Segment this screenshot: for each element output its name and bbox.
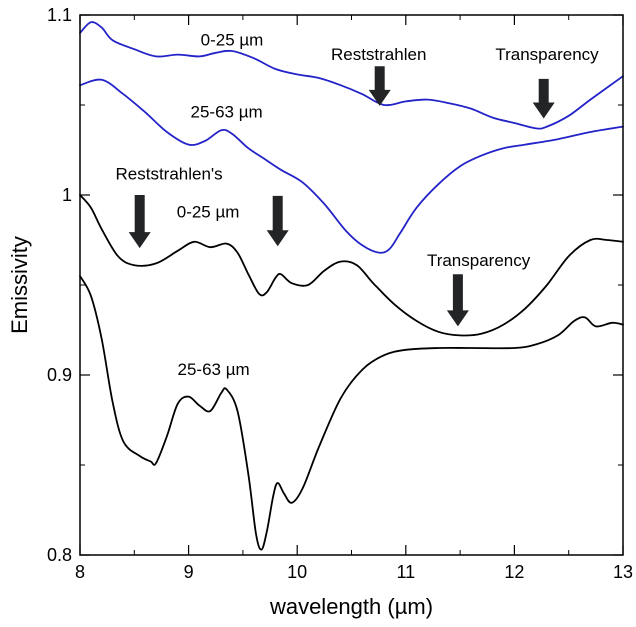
annotation-3: Transparency bbox=[495, 45, 599, 64]
x-tick-label: 12 bbox=[504, 562, 524, 582]
y-tick-label: 0.8 bbox=[47, 545, 72, 565]
annotation-2: Reststrahlen bbox=[331, 45, 426, 64]
down-arrow-4 bbox=[266, 195, 289, 247]
annotation-4: 25-63 µm bbox=[191, 103, 263, 122]
y-tick-label: 1.1 bbox=[47, 5, 72, 25]
tick-layer: 8 9 10 11 12 13 0.8 0.9 1 1.1 bbox=[47, 5, 633, 582]
series-layer bbox=[79, 21, 624, 551]
x-tick-label: 11 bbox=[396, 562, 415, 582]
annotation-5: Reststrahlen's bbox=[116, 165, 223, 184]
series-line-3 bbox=[79, 194, 624, 337]
y-axis-label: Emissivity bbox=[7, 236, 32, 334]
annotation-1: 0-25 µm bbox=[201, 31, 264, 50]
y-tick-label: 0.9 bbox=[47, 365, 72, 385]
x-tick-label: 10 bbox=[287, 562, 307, 582]
x-tick-label: 9 bbox=[184, 562, 194, 582]
y-tick-label: 1 bbox=[62, 185, 72, 205]
series-line-1 bbox=[79, 21, 624, 130]
x-tick-label: 8 bbox=[75, 562, 85, 582]
down-arrow-1 bbox=[368, 66, 391, 106]
down-arrow-2 bbox=[532, 78, 555, 119]
annotation-8: 25-63 µm bbox=[178, 360, 250, 379]
down-arrow-5 bbox=[446, 274, 469, 327]
series-line-4 bbox=[79, 275, 624, 551]
annotation-7: Transparency bbox=[427, 251, 531, 270]
annotation-6: 0-25 µm bbox=[177, 203, 240, 222]
series-line-2 bbox=[79, 78, 624, 254]
annotation-layer: 0-25 µm Reststrahlen Transparency 25-63 µm R… bbox=[116, 31, 600, 379]
x-axis-label: wavelength (µm) bbox=[269, 594, 433, 619]
down-arrow-3 bbox=[128, 195, 151, 249]
arrow-layer bbox=[128, 66, 555, 327]
x-tick-label: 13 bbox=[613, 562, 633, 582]
